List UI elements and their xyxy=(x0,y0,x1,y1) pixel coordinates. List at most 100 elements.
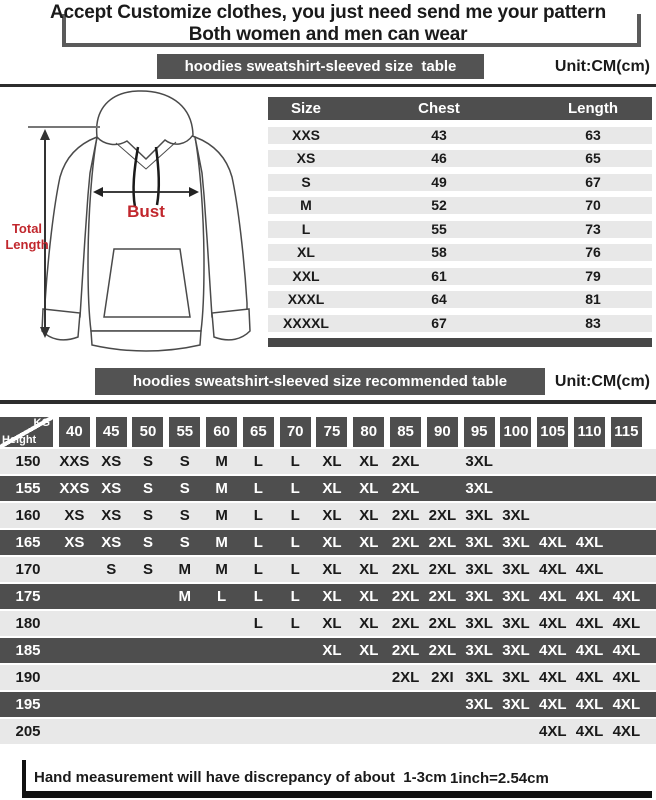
weight-header-cell: 90 xyxy=(426,417,458,447)
weight-column: 90 xyxy=(424,417,461,447)
recommended-size-cell xyxy=(608,449,645,474)
recommended-size-cell: 3XL xyxy=(465,453,493,470)
recommended-size-cell xyxy=(350,665,387,690)
weight-column: 115 xyxy=(608,417,645,447)
recommended-size-cell: 2XL xyxy=(391,588,420,605)
weight-column: 110 xyxy=(571,417,608,447)
recommended-size-cell xyxy=(166,719,203,744)
recommended-size-cell: 4XL xyxy=(575,615,604,632)
recommended-size-cell: L xyxy=(253,453,263,470)
recommended-size-cell xyxy=(130,584,167,609)
title-line-2: Both women and men can wear xyxy=(188,24,468,45)
size-table-header-chest: Chest xyxy=(418,100,460,117)
recommended-size-cell: M xyxy=(215,453,228,470)
recommended-size-cell xyxy=(277,638,314,663)
recommended-size-cell: XS xyxy=(101,507,122,524)
unit-label-2: Unit:CM(cm) xyxy=(554,373,650,390)
recommended-size-cell: XL xyxy=(322,561,342,578)
recommended-row: 205 4XL 4XL 4XL xyxy=(0,719,656,744)
recommended-size-cell: L xyxy=(290,453,300,470)
recommended-size-cell: XS xyxy=(64,507,85,524)
recommended-size-cell: XXS xyxy=(59,453,90,470)
recommended-size-cell: L xyxy=(290,561,300,578)
size-table-header-length: Length xyxy=(568,100,618,117)
recommended-size-cell: 3XL xyxy=(502,534,530,551)
weight-header-cell: 80 xyxy=(353,417,385,447)
hoodie-measurement-diagram: Bust Total Length xyxy=(5,90,251,352)
recommended-size-cell: 3XL xyxy=(465,534,493,551)
recommended-size-cell xyxy=(56,665,93,690)
weight-header-cell: 110 xyxy=(574,417,606,447)
size-table-row: XL 58 76 xyxy=(268,244,652,261)
recommended-size-cell xyxy=(56,692,93,717)
recommended-size-cell: L xyxy=(253,561,263,578)
drawstring-left xyxy=(132,146,140,208)
recommended-size-cell: XS xyxy=(101,480,122,497)
weight-column: 100 xyxy=(498,417,535,447)
footer-bottom-bar xyxy=(22,791,652,798)
recommended-size-cell xyxy=(571,476,608,501)
recommended-size-cell: 4XL xyxy=(575,561,604,578)
recommended-size-cell: 4XL xyxy=(539,588,567,605)
size-cell: XXS xyxy=(291,126,320,143)
recommended-size-cell: 4XL xyxy=(612,615,641,632)
recommended-size-cell: 3XL xyxy=(502,696,530,713)
hoodie-hem-band xyxy=(90,330,202,352)
recommended-size-cell: S xyxy=(179,507,190,524)
recommended-size-cell: M xyxy=(215,507,228,524)
recommended-size-cell: 4XL xyxy=(575,669,604,686)
recommended-size-cell: 4XL xyxy=(612,723,641,740)
height-label: 190 xyxy=(15,669,41,686)
recommended-size-cell xyxy=(166,638,203,663)
recommended-size-cell: XS xyxy=(101,534,122,551)
weight-header-cell: 115 xyxy=(610,417,642,447)
unit-label-1: Unit:CM(cm) xyxy=(554,58,650,75)
chest-cell: 64 xyxy=(431,291,447,307)
recommended-size-cell xyxy=(277,692,314,717)
arrowhead-left xyxy=(93,187,103,197)
recommended-size-cell xyxy=(571,449,608,474)
weight-header-cell: 65 xyxy=(242,417,274,447)
chest-cell: 46 xyxy=(431,150,447,166)
chest-cell: 49 xyxy=(431,173,447,190)
recommended-size-cell: 3XL xyxy=(465,669,493,686)
weight-header-cell: 60 xyxy=(206,417,238,447)
recommended-size-cell: 2XL xyxy=(428,534,457,551)
weight-column: 55 xyxy=(166,417,203,447)
recommended-size-cell: 2XL xyxy=(391,480,420,497)
recommended-row: 165 XS XS S S M L L XL XL 2XL 2XL 3XL 3XL 4XL 4XL xyxy=(0,530,656,555)
recommended-size-cell: S xyxy=(142,480,153,497)
weight-header-cell: 50 xyxy=(132,417,164,447)
recommended-size-cell: 4XL xyxy=(575,723,604,740)
recommended-size-cell: 3XL xyxy=(465,615,493,632)
recommended-size-cell xyxy=(387,692,424,717)
recommended-size-cell: XL xyxy=(322,642,342,659)
recommended-size-cell: M xyxy=(178,588,192,605)
recommended-size-cell: S xyxy=(142,534,153,551)
recommended-size-cell: S xyxy=(179,534,190,551)
recommended-size-cell: L xyxy=(290,615,300,632)
recommended-size-cell xyxy=(314,692,351,717)
recommended-size-cell: S xyxy=(142,453,153,470)
recommended-size-cell: L xyxy=(290,480,300,497)
recommended-size-cell xyxy=(240,692,277,717)
arrowhead-right xyxy=(189,187,199,197)
weight-column: 60 xyxy=(203,417,240,447)
weight-header-cell: 105 xyxy=(537,417,569,447)
recommended-size-cell xyxy=(130,719,167,744)
recommended-size-cell: M xyxy=(215,534,228,551)
recommended-table-header: KG Height 40 45 50 55 60 65 70 75 80 85 90 95 100 105… xyxy=(0,417,656,447)
size-table-header-size: Size xyxy=(290,100,321,117)
recommended-size-cell: L xyxy=(290,588,300,605)
recommended-size-cell: 3XL xyxy=(465,642,493,659)
recommended-size-cell: L xyxy=(253,507,263,524)
recommended-size-cell xyxy=(93,719,130,744)
recommended-size-cell: 2XL xyxy=(391,507,420,524)
recommended-size-cell: XXS xyxy=(59,480,90,497)
recommended-size-cell: M xyxy=(178,561,192,578)
height-label: 175 xyxy=(15,588,41,605)
recommended-size-cell xyxy=(608,503,645,528)
recommended-size-cell xyxy=(130,611,167,636)
recommended-size-cell: 2XL xyxy=(428,642,457,659)
